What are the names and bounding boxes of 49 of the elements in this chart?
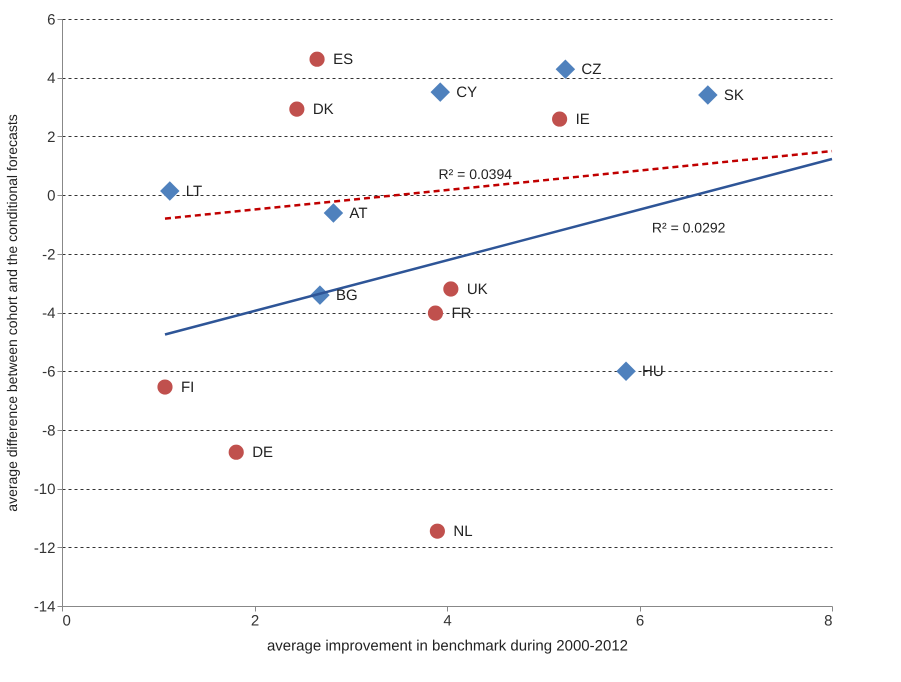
annotation: SK — [724, 87, 744, 104]
point — [324, 203, 344, 223]
y-tick-label: 0 — [47, 188, 56, 205]
annotation: R² = 0.0292 — [652, 219, 726, 236]
annotation: AT — [349, 205, 368, 222]
y-tick-label: 2 — [47, 128, 56, 146]
y-tick-label: -2 — [42, 246, 56, 264]
x-tick-label: 6 — [636, 612, 644, 630]
annotation: R² = 0.0394 — [438, 166, 512, 182]
annotation: UK — [466, 281, 488, 298]
point — [443, 281, 458, 297]
annotation: HU — [642, 363, 664, 380]
point — [430, 82, 450, 102]
annotation: DK — [312, 101, 334, 118]
point — [160, 181, 180, 201]
point — [616, 361, 636, 381]
annotation: CY — [456, 84, 478, 102]
y-tick-label: -8 — [42, 422, 56, 440]
y-tick-label: -4 — [42, 305, 56, 322]
y-tick-label: -14 — [34, 598, 56, 616]
annotation: DE — [252, 444, 274, 462]
point — [289, 102, 304, 117]
y-tick-label: -12 — [34, 540, 56, 557]
x-axis-title: average improvement in benchmark during 2000-2012 — [266, 638, 628, 654]
x-tick-label: 4 — [443, 612, 452, 630]
annotation: ES — [333, 51, 354, 68]
annotation: FR — [451, 305, 472, 322]
y-tick-label: -6 — [42, 364, 56, 381]
point — [428, 306, 444, 321]
point — [430, 524, 445, 539]
annotation: LT — [186, 182, 202, 200]
annotation: FI — [180, 379, 194, 396]
y-tick-label: 4 — [47, 70, 56, 88]
y-tick-label: 6 — [47, 12, 56, 28]
annotation: IE — [576, 111, 590, 128]
y-axis-title: average difference between cohort and the conditional forecasts — [4, 114, 20, 512]
x-tick-label: 0 — [62, 612, 71, 630]
point — [309, 52, 325, 67]
x-tick-label: 2 — [250, 612, 260, 630]
annotation: NL — [453, 523, 473, 540]
annotation: CZ — [581, 61, 602, 78]
point — [228, 444, 244, 460]
annotation: BG — [336, 287, 358, 304]
point — [556, 59, 576, 79]
x-tick-label: 8 — [824, 612, 832, 630]
point — [552, 112, 568, 127]
y-tick-label: -10 — [34, 481, 56, 498]
point — [698, 85, 718, 105]
point — [157, 379, 173, 395]
